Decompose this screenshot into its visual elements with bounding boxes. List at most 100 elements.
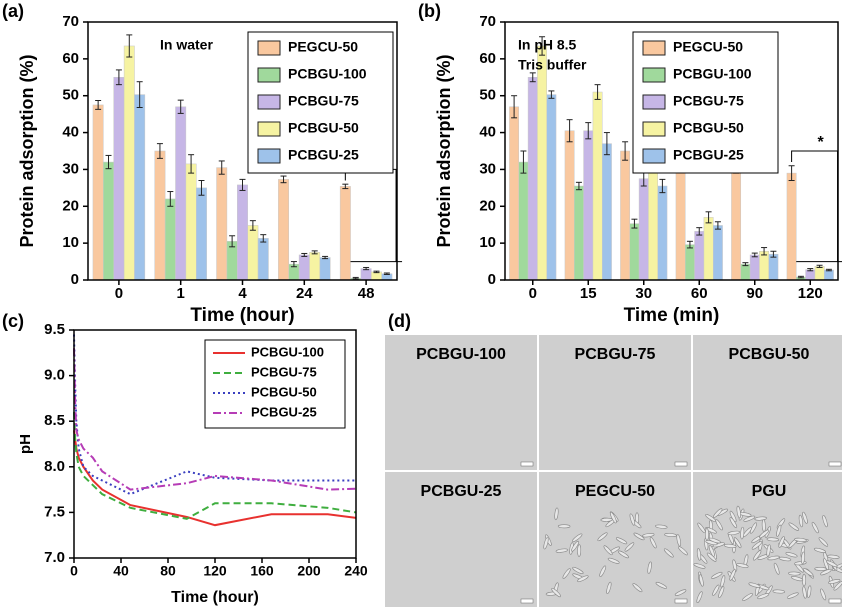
cell [599,565,607,577]
micrograph-label: PCBGU-25 [421,483,502,500]
bar [759,251,769,281]
cell [708,545,715,557]
y-tick-label: 8.0 [44,458,65,475]
cell [776,524,782,537]
cell [571,540,579,552]
cell [785,552,798,558]
error-bar [301,252,308,257]
bar [278,179,289,281]
error-bar [115,69,122,86]
cell [788,522,800,531]
cell [720,575,726,588]
y-tick-label: 40 [62,124,79,141]
x-tick-label: 15 [580,285,597,302]
legend-label: PEGCU-50 [288,39,358,55]
cell [818,537,829,547]
cell [577,575,589,582]
legend-label: PCBGU-75 [251,364,317,379]
bar [675,158,686,281]
error-bar [105,154,112,170]
cell [802,586,807,599]
bar [564,130,575,281]
cell [794,537,807,542]
x-tick-label: 160 [250,563,274,579]
bar [103,161,114,281]
error-bar [167,191,174,207]
cell [787,592,799,599]
error-bar [594,84,601,100]
legend-label: PCBGU-100 [251,344,324,359]
error-bar [659,178,666,194]
cell [641,533,655,538]
cell [705,528,709,541]
legend-swatch [642,40,666,56]
bar [113,77,125,281]
bar [527,77,538,281]
x-tick-label: 4 [238,285,247,302]
cell [772,589,786,594]
bar [703,217,714,281]
bar [309,252,321,281]
panel-label: (a) [2,1,24,21]
error-bar [136,81,143,109]
error-bar [797,275,804,279]
x-tick-label: 80 [160,563,176,579]
error-bar [539,36,546,56]
error-bar [260,234,267,243]
y-tick-label: 60 [62,50,79,67]
cell [629,513,636,526]
y-tick-label: 30 [62,160,79,177]
cell [820,588,827,601]
bar [257,238,269,281]
cell [577,544,582,557]
micrograph-label: PGU [752,483,787,500]
cell [562,568,571,579]
y-tick-label: 50 [479,87,496,104]
line-series [73,348,357,491]
cell [791,576,804,582]
micrograph-label: PCBGU-75 [575,346,656,363]
scale-bar [828,461,842,467]
cell [697,522,706,534]
bar [196,187,207,281]
cell [706,552,717,562]
error-bar [373,270,380,274]
cell [766,537,780,542]
y-axis-label: Protein adsorption (%) [434,54,454,247]
legend-label: PCBGU-100 [288,66,367,82]
error-bar [218,160,225,175]
y-tick-label: 20 [479,197,496,214]
x-tick-label: 120 [798,285,823,302]
micrograph-bg [385,335,537,470]
y-tick-label: 40 [479,124,496,141]
cell [727,530,740,536]
error-bar [751,252,758,258]
cell [729,569,736,581]
legend-swatch [642,67,666,83]
cell [698,574,704,587]
error-bar [548,90,555,99]
x-tick-label: 0 [529,285,537,302]
bar [237,184,248,281]
bar [537,45,547,281]
cell [649,536,657,549]
cell [811,521,819,534]
line-series [73,334,356,496]
cell [740,526,745,540]
error-bar [383,272,390,275]
legend-swatch [642,94,666,110]
cell [543,537,549,550]
y-tick-label: 9.0 [44,367,65,384]
bar [509,106,520,281]
cell [757,593,770,600]
panel-label: (c) [2,311,24,331]
plot-frame [504,21,839,281]
cell [551,588,561,598]
bar [154,150,166,281]
bar [164,198,176,281]
y-axis-label: pH [17,434,34,454]
bar [339,186,351,281]
annotation: Tris buffer [518,57,587,73]
y-tick-label: 0 [71,271,79,288]
